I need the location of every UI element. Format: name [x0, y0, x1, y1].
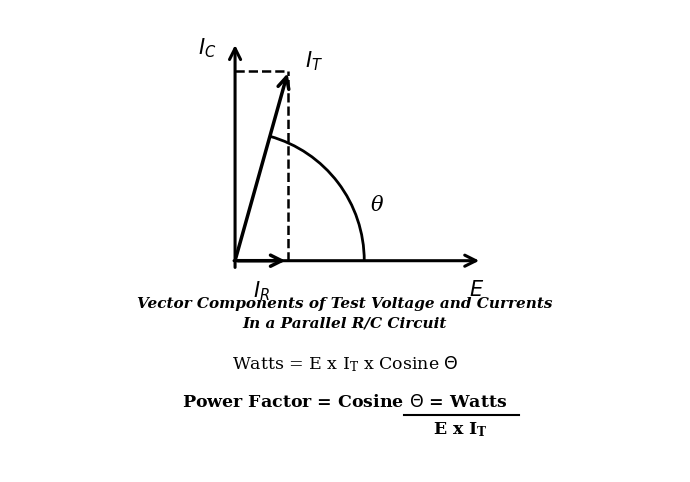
Text: θ: θ	[371, 196, 384, 215]
Text: $\mathit{E}$: $\mathit{E}$	[469, 280, 484, 300]
Text: Vector Components of Test Voltage and Currents: Vector Components of Test Voltage and Cu…	[137, 296, 553, 311]
Text: E x $\mathregular{I_T}$: E x $\mathregular{I_T}$	[433, 421, 489, 439]
Text: In a Parallel R/C Circuit: In a Parallel R/C Circuit	[243, 317, 447, 331]
Text: $\mathit{I_R}$: $\mathit{I_R}$	[253, 280, 270, 303]
Text: Power Factor = Cosine $\Theta$ = Watts: Power Factor = Cosine $\Theta$ = Watts	[182, 394, 508, 411]
Text: $\mathit{I_C}$: $\mathit{I_C}$	[198, 36, 216, 60]
Text: $\mathit{I_T}$: $\mathit{I_T}$	[306, 50, 324, 73]
Text: Watts = E x $\mathregular{I_T}$ x Cosine $\Theta$: Watts = E x $\mathregular{I_T}$ x Cosine…	[232, 354, 458, 374]
